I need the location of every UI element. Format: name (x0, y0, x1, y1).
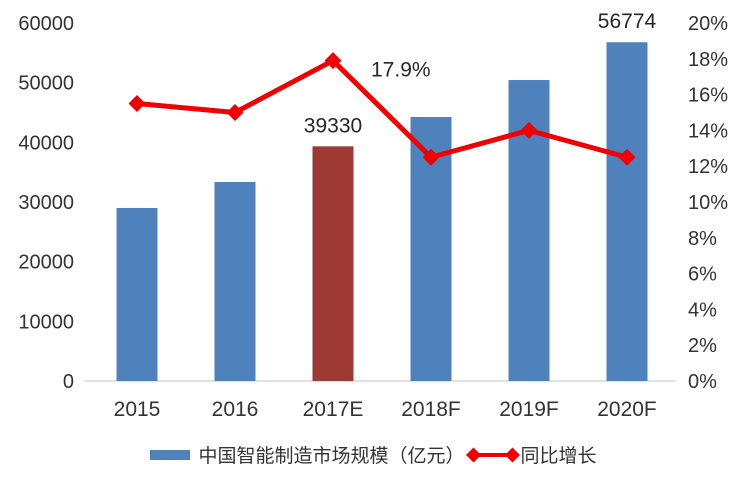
left-axis-tick: 40000 (18, 132, 74, 154)
right-axis-tick: 14% (688, 120, 728, 142)
bar-2015 (116, 207, 158, 381)
growth-marker-2016 (226, 104, 244, 121)
x-axis-label-2019F: 2019F (499, 398, 559, 421)
right-axis-tick: 0% (688, 371, 717, 393)
x-axis-label-2017E: 2017E (303, 398, 364, 421)
x-axis-label-2015: 2015 (114, 398, 161, 421)
x-axis-label-2018F: 2018F (401, 398, 461, 421)
line-series-swatch (465, 447, 520, 462)
right-axis-tick: 4% (688, 299, 717, 321)
right-axis-tick: 2% (688, 335, 717, 357)
growth-line (136, 58, 628, 160)
legend-item-growth: 同比增长 (465, 441, 597, 468)
left-axis-tick: 0 (63, 371, 74, 393)
chart-plot-area: 0 10000 20000 30000 40000 50000 60000 0% 2% 4% 6% 8… (18, 10, 728, 421)
bar-2020F (606, 42, 648, 381)
right-axis-tick: 16% (688, 85, 728, 107)
right-axis-tick: 10% (688, 192, 728, 214)
x-axis-label-2016: 2016 (212, 398, 259, 421)
data-label: 39330 (304, 114, 362, 137)
left-axis-tick: 30000 (18, 192, 74, 214)
legend-item-market-size: 中国智能制造市场规模（亿元） (150, 441, 465, 468)
line-series-label: 同比增长 (520, 446, 597, 467)
bar-2017E (312, 146, 354, 381)
right-axis-tick: 6% (688, 264, 717, 286)
growth-marker-2017E (324, 52, 342, 70)
left-axis-tick: 60000 (18, 13, 74, 35)
growth-marker-2020F (618, 148, 636, 166)
left-axis-tick: 20000 (18, 252, 74, 274)
left-axis-tick: 10000 (18, 311, 74, 333)
growth-marker-2018F (422, 148, 440, 166)
right-axis-tick: 8% (688, 228, 717, 250)
growth-marker-2015 (128, 95, 146, 113)
right-axis-tick: 12% (688, 156, 728, 178)
bar-2016 (214, 181, 256, 381)
left-axis-tick: 50000 (18, 73, 74, 95)
data-label: 17.9% (371, 59, 431, 82)
bar-series-swatch (150, 449, 191, 460)
data-label: 56774 (598, 10, 657, 33)
right-axis-tick: 20% (688, 13, 728, 35)
x-axis-label-2020F: 2020F (597, 398, 657, 421)
chart-legend: 中国智能制造市场规模（亿元） 同比增长 (0, 441, 747, 468)
bar-series-label: 中国智能制造市场规模（亿元） (198, 446, 465, 467)
growth-marker-2019F (520, 121, 538, 139)
right-axis-tick: 18% (688, 49, 728, 71)
